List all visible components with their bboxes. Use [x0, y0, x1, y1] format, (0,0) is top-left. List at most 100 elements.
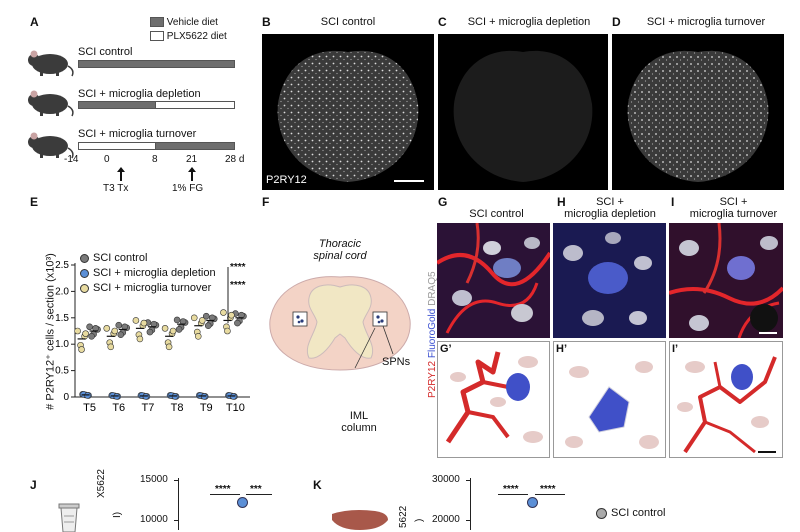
- chart-e-point: [146, 328, 154, 336]
- tube-icon: [58, 503, 80, 532]
- panel-label-i: I: [671, 195, 675, 209]
- scale-bar: [758, 451, 776, 453]
- panel-label-k: K: [313, 478, 322, 492]
- chart-e-point: [173, 316, 181, 324]
- data-point: [527, 497, 538, 508]
- panel-k-legend: SCI control: [596, 507, 665, 519]
- panel-f-title: Thoracic spinal cord: [280, 238, 400, 262]
- chart-e-point: [198, 317, 206, 324]
- chart-e-x-tick-label: T9: [200, 402, 213, 414]
- chart-e-point: [111, 327, 119, 335]
- panel-label-h: H: [557, 195, 566, 209]
- tick-label: 28 d: [225, 154, 245, 165]
- chart-e-y-tick-label: 1.0: [55, 339, 69, 350]
- legend-vehicle-swatch: [150, 17, 164, 28]
- marker-label-p2ry12: P2RY12: [266, 174, 307, 186]
- bar-control-vehicle: [78, 60, 235, 68]
- significance-marker: ****: [215, 484, 231, 495]
- chart-e-y-tick-label: 0: [63, 392, 69, 403]
- chart-e: 0 0.5 1.0 1.5 2.0 2.5 T5 T6 T7 T8 T9 T10: [55, 260, 250, 414]
- panel-k-ytick: 30000: [432, 474, 460, 485]
- significance-marker: ****: [230, 262, 246, 273]
- legend-label: SCI + microglia depletion: [93, 267, 216, 279]
- label-iml-line: column: [341, 422, 377, 434]
- legend-label: SCI control: [93, 252, 148, 264]
- label-iml-line: IML: [349, 410, 369, 422]
- tick-label: 8: [152, 154, 158, 165]
- chart-e-point: [117, 331, 125, 338]
- chart-e-y-tick-label: 1.5: [55, 313, 69, 324]
- legend-dot: [80, 283, 89, 293]
- panel-title-h: SCI + microglia depletion: [552, 196, 668, 220]
- spinal-cord-image-turnover: [612, 34, 784, 190]
- micrograph-control: [437, 223, 550, 338]
- legend-vehicle: Vehicle diet: [150, 17, 218, 28]
- bar-depletion-plx: [155, 101, 235, 109]
- chart-e-legend-control: SCI control: [80, 252, 147, 264]
- panel-label-f: F: [262, 195, 270, 209]
- chart-e-point: [224, 327, 231, 335]
- panel-label-g: G: [438, 195, 448, 209]
- render-depletion: H’: [553, 341, 666, 458]
- panel-k-axis: [470, 478, 471, 530]
- panel-j-ylabel: X5622: [96, 469, 107, 498]
- panel-label-a: A: [30, 15, 39, 29]
- chart-e-point: [161, 325, 169, 332]
- spinal-cord-image-control: P2RY12: [262, 34, 434, 190]
- legend-label: SCI control: [611, 507, 666, 519]
- tick-label: 0: [104, 154, 110, 165]
- bar-turnover-vehicle: [155, 142, 235, 150]
- chart-e-legend-turnover: SCI + microglia turnover: [80, 282, 211, 294]
- panel-j-ytick: 15000: [140, 474, 168, 485]
- panel-label-j: J: [30, 478, 37, 492]
- legend-dot: [596, 507, 607, 519]
- panel-title-i: SCI + microglia turnover: [676, 196, 791, 220]
- legend-dot: [80, 268, 89, 278]
- chart-e-point: [132, 317, 140, 324]
- micrograph-turnover: [669, 223, 783, 338]
- chart-e-x-tick-label: T5: [83, 402, 96, 414]
- chart-e-point: [115, 321, 123, 329]
- legend-plx-swatch: [150, 31, 164, 42]
- chart-e-point: [169, 327, 177, 335]
- bar-turnover-plx: [78, 142, 156, 150]
- chart-e-point: [194, 332, 202, 340]
- scale-bar: [394, 180, 424, 182]
- panel-k-ytick: 20000: [432, 514, 460, 525]
- significance-marker: ****: [230, 280, 246, 291]
- panel-title-d: SCI + microglia turnover: [646, 16, 766, 28]
- chart-e-point: [88, 332, 95, 340]
- legend-vehicle-label: Vehicle diet: [166, 17, 218, 28]
- render-turnover: I’: [669, 341, 783, 458]
- chart-e-point: [165, 343, 173, 351]
- chart-e-point: [202, 312, 210, 320]
- chart-e-point: [234, 319, 241, 327]
- chart-e-point: [228, 311, 235, 319]
- chart-e-y-tick-label: 0.5: [55, 366, 69, 377]
- chart-e-point: [78, 346, 85, 353]
- significance-bar: [498, 494, 528, 495]
- chart-e-point: [74, 327, 81, 335]
- event-fg: 1% FG: [172, 183, 204, 194]
- panel-j-axis: [178, 478, 179, 530]
- chart-e-point: [140, 319, 148, 327]
- label-spns: SPNs: [382, 356, 411, 368]
- mouse-icon: [28, 132, 74, 159]
- chart-e-point: [86, 323, 93, 331]
- chart-e-point: [136, 335, 144, 343]
- panel-j-tick: [174, 480, 178, 481]
- data-point: [237, 497, 248, 508]
- event-t3tx: T3 Tx: [103, 183, 129, 194]
- row-label-depletion: SCI + microglia depletion: [78, 88, 201, 100]
- chart-e-legend-depletion: SCI + microglia depletion: [80, 267, 216, 279]
- significance-bar: [210, 494, 240, 495]
- significance-bar: [246, 494, 272, 495]
- panel-title-g: SCI control: [469, 208, 524, 220]
- chart-e-x-tick-label: T7: [141, 402, 154, 414]
- significance-marker: ****: [540, 484, 556, 495]
- chart-e-point: [107, 343, 115, 351]
- chart-e-point: [220, 309, 227, 316]
- panel-f-title-line: Thoracic: [318, 238, 362, 250]
- chart-e-point: [175, 326, 183, 333]
- tick-label: -14: [64, 154, 79, 165]
